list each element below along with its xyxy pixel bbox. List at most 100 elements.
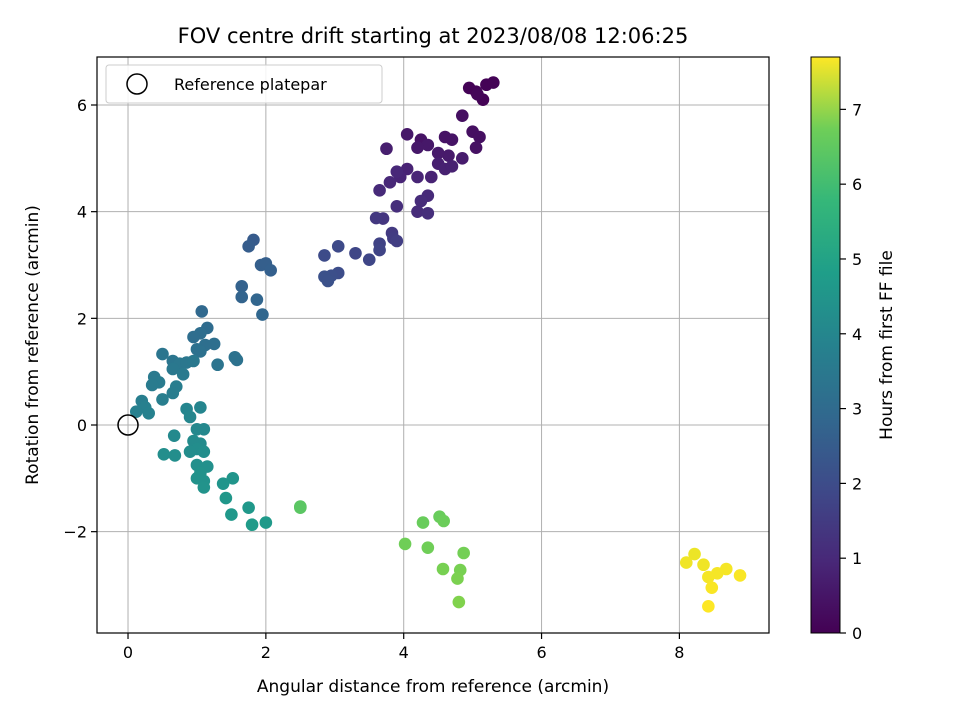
x-axis-label: Angular distance from reference (arcmin): [257, 677, 609, 697]
y-tick-label: 0: [77, 416, 87, 435]
data-point: [414, 194, 428, 208]
data-point: [142, 406, 155, 420]
data-point: [216, 477, 230, 490]
data-point: [398, 537, 412, 551]
data-point: [225, 508, 238, 521]
data-point: [437, 514, 450, 528]
data-point: [373, 243, 386, 257]
data-point: [390, 165, 404, 178]
data-point: [168, 449, 182, 462]
legend-marker-icon: [126, 73, 148, 95]
data-point: [416, 516, 430, 529]
colorbar-tick-label: 1: [852, 549, 862, 568]
data-points: [129, 76, 747, 613]
colorbar-tick-label: 2: [852, 474, 862, 493]
data-point: [219, 491, 233, 505]
data-point: [250, 293, 264, 306]
plot-frame: [96, 56, 770, 634]
y-tick-label: 4: [77, 203, 87, 222]
data-point: [245, 518, 259, 532]
data-point: [294, 500, 307, 513]
colorbar-label: Hours from first FF file: [877, 250, 897, 440]
data-point: [242, 240, 255, 253]
colorbar-ticks: 0 1 2 3 4 5 6 7: [840, 100, 862, 643]
y-tick-label: 2: [77, 309, 87, 328]
axis-ticks: 0 2 4 6 8 −2 0 2 4 6: [63, 96, 684, 662]
x-tick-label: 2: [261, 643, 271, 662]
data-point: [445, 133, 459, 146]
data-point: [451, 572, 464, 585]
data-point: [452, 595, 466, 609]
data-point: [187, 330, 200, 344]
y-tick-label: −2: [63, 523, 87, 542]
data-point: [166, 386, 180, 400]
chart-title: FOV centre drift starting at 2023/08/08 …: [178, 24, 689, 48]
data-point: [166, 362, 180, 376]
data-point: [145, 378, 159, 392]
data-point: [411, 170, 424, 184]
data-point: [369, 211, 383, 225]
data-point: [195, 305, 209, 318]
y-axis-label: Rotation from reference (arcmin): [23, 205, 43, 485]
data-point: [157, 448, 171, 461]
data-point: [235, 280, 249, 293]
data-point: [318, 249, 331, 262]
data-point: [194, 401, 207, 414]
data-point: [679, 556, 693, 569]
legend-label: Reference platepar: [174, 75, 327, 94]
data-point: [455, 109, 469, 122]
data-point: [230, 353, 244, 367]
colorbar-tick-label: 6: [852, 175, 862, 194]
data-point: [702, 570, 715, 584]
data-point: [156, 347, 169, 361]
data-point: [156, 393, 169, 406]
x-tick-label: 6: [536, 643, 546, 662]
data-point: [349, 246, 362, 260]
data-point: [473, 130, 486, 144]
data-point: [445, 160, 459, 173]
data-point: [455, 152, 469, 165]
x-tick-label: 8: [674, 643, 684, 662]
data-point: [697, 558, 710, 572]
data-point: [400, 128, 414, 141]
data-point: [442, 149, 455, 162]
data-point: [362, 253, 376, 266]
data-point: [256, 308, 269, 321]
data-point: [183, 445, 197, 458]
data-point: [471, 88, 484, 101]
data-point: [194, 345, 207, 358]
data-point: [197, 481, 211, 494]
data-point: [187, 354, 200, 368]
data-point: [197, 422, 211, 436]
data-point: [469, 141, 483, 154]
data-point: [197, 445, 211, 458]
data-point: [431, 146, 445, 160]
data-point: [242, 501, 255, 514]
data-point: [421, 541, 435, 554]
colorbar-tick-label: 4: [852, 325, 862, 344]
data-point: [176, 368, 190, 381]
data-point: [211, 358, 224, 372]
data-point: [411, 205, 424, 218]
data-point: [321, 274, 335, 288]
reference-marker: [117, 414, 139, 436]
data-point: [390, 200, 404, 213]
data-point: [411, 141, 424, 154]
data-point: [380, 142, 393, 156]
data-point: [436, 562, 450, 576]
colorbar-tick-label: 7: [852, 100, 862, 119]
y-tick-label: 6: [77, 96, 87, 115]
data-point: [383, 176, 397, 189]
data-point: [129, 405, 143, 418]
colorbar-tick-label: 3: [852, 400, 862, 419]
x-tick-label: 4: [399, 643, 409, 662]
colorbar: 0 1 2 3 4 5 6 7 Hours from first FF file: [810, 56, 897, 643]
data-point: [424, 170, 438, 184]
data-point: [373, 184, 386, 197]
colorbar-tick-label: 0: [852, 624, 862, 643]
reference-platepar-point: [117, 414, 139, 436]
data-point: [167, 429, 181, 442]
data-point: [390, 234, 404, 248]
data-point: [259, 516, 273, 529]
